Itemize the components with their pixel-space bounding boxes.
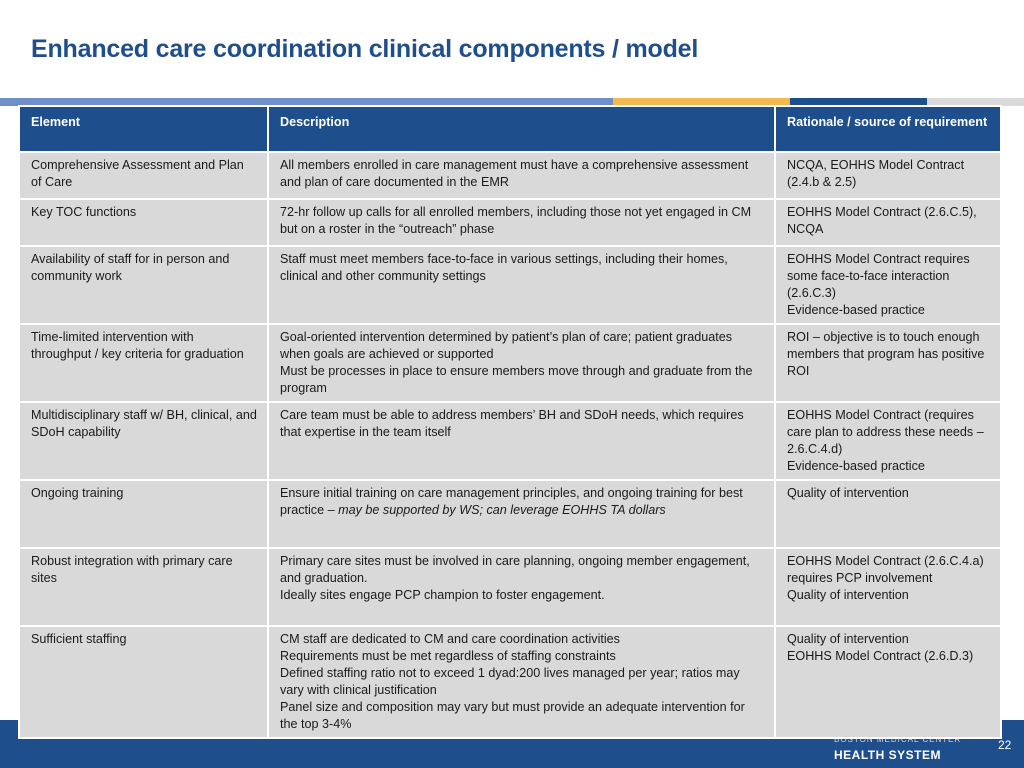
cell-description: All members enrolled in care management … — [267, 151, 776, 200]
cell-element: Multidisciplinary staff w/ BH, clinical,… — [18, 401, 269, 481]
description-line: Primary care sites must be involved in c… — [280, 554, 750, 585]
table-row: Comprehensive Assessment and Plan of Car… — [18, 151, 1002, 200]
rationale-line: EOHHS Model Contract (2.6.C.5), NCQA — [787, 205, 977, 236]
description-line: Ideally sites engage PCP champion to fos… — [280, 588, 605, 602]
rationale-line: EOHHS Model Contract requires some face-… — [787, 252, 970, 300]
header-rationale: Rationale / source of requirement — [774, 105, 1002, 153]
table-row: Key TOC functions 72-hr follow up calls … — [18, 198, 1002, 247]
logo-tagline: BOSTON MEDICAL CENTER — [834, 735, 962, 743]
accent-bar-gold — [613, 98, 790, 106]
cell-rationale: EOHHS Model Contract (2.6.C.5), NCQA — [774, 198, 1002, 247]
cell-description: Ensure initial training on care manageme… — [267, 479, 776, 549]
cell-rationale: Quality of intervention — [774, 479, 1002, 549]
logo-name: HEALTH SYSTEM — [834, 748, 941, 762]
header-description: Description — [267, 105, 776, 153]
rationale-line: EOHHS Model Contract (2.6.C.4.a) require… — [787, 554, 984, 585]
cell-element: Availability of staff for in person and … — [18, 245, 269, 325]
table-row: Multidisciplinary staff w/ BH, clinical,… — [18, 401, 1002, 481]
cell-description: Staff must meet members face-to-face in … — [267, 245, 776, 325]
cell-description: Care team must be able to address member… — [267, 401, 776, 481]
description-line: All members enrolled in care management … — [280, 158, 749, 189]
accent-bar-blue — [0, 98, 613, 106]
rationale-line: Evidence-based practice — [787, 303, 925, 317]
description-line: Staff must meet members face-to-face in … — [280, 252, 728, 283]
description-line: Goal-oriented intervention determined by… — [280, 330, 733, 361]
components-table: Element Description Rationale / source o… — [18, 105, 1002, 739]
page-title: Enhanced care coordination clinical comp… — [31, 35, 699, 63]
cell-element: Key TOC functions — [18, 198, 269, 247]
rationale-line: NCQA, EOHHS Model Contract (2.4.b & 2.5) — [787, 158, 965, 189]
rationale-line: Quality of intervention — [787, 486, 909, 500]
table-header-row: Element Description Rationale / source o… — [18, 105, 1002, 153]
description-line: 72-hr follow up calls for all enrolled m… — [280, 205, 752, 236]
cell-element: Time-limited intervention with throughpu… — [18, 323, 269, 403]
header-element: Element — [18, 105, 269, 153]
cell-element: Robust integration with primary care sit… — [18, 547, 269, 627]
cell-description: Goal-oriented intervention determined by… — [267, 323, 776, 403]
table-row: Robust integration with primary care sit… — [18, 547, 1002, 627]
rationale-line: Quality of intervention — [787, 588, 909, 602]
description-line: Care team must be able to address member… — [280, 408, 744, 439]
rationale-line: Quality of intervention — [787, 632, 909, 646]
description-line: CM staff are dedicated to CM and care co… — [280, 632, 620, 646]
description-text: Ensure initial training on care manageme… — [280, 486, 743, 517]
rationale-line: ROI – objective is to touch enough membe… — [787, 330, 985, 378]
page-number: 22 — [998, 738, 1012, 752]
cell-rationale: ROI – objective is to touch enough membe… — [774, 323, 1002, 403]
cell-description: CM staff are dedicated to CM and care co… — [267, 625, 776, 739]
cell-rationale: Quality of intervention EOHHS Model Cont… — [774, 625, 1002, 739]
cell-rationale: EOHHS Model Contract (requires care plan… — [774, 401, 1002, 481]
cell-element: Ongoing training — [18, 479, 269, 549]
cell-element: Comprehensive Assessment and Plan of Car… — [18, 151, 269, 200]
table-row: Ongoing training Ensure initial training… — [18, 479, 1002, 549]
description-line: Requirements must be met regardless of s… — [280, 649, 616, 663]
cell-rationale: EOHHS Model Contract requires some face-… — [774, 245, 1002, 325]
rationale-line: Evidence-based practice — [787, 459, 925, 473]
rationale-line: EOHHS Model Contract (requires care plan… — [787, 408, 984, 456]
accent-bar-navy — [790, 98, 927, 106]
table-row: Availability of staff for in person and … — [18, 245, 1002, 325]
cell-element: Sufficient staffing — [18, 625, 269, 739]
description-line: Defined staffing ratio not to exceed 1 d… — [280, 666, 740, 697]
cell-rationale: EOHHS Model Contract (2.6.C.4.a) require… — [774, 547, 1002, 627]
rationale-line: EOHHS Model Contract (2.6.D.3) — [787, 649, 974, 663]
cell-rationale: NCQA, EOHHS Model Contract (2.4.b & 2.5) — [774, 151, 1002, 200]
description-line: Must be processes in place to ensure mem… — [280, 364, 753, 395]
cell-description: Primary care sites must be involved in c… — [267, 547, 776, 627]
cell-description: 72-hr follow up calls for all enrolled m… — [267, 198, 776, 247]
description-italic-note: may be supported by WS; can leverage EOH… — [338, 503, 666, 517]
table-row: Sufficient staffing CM staff are dedicat… — [18, 625, 1002, 739]
accent-bar-gray — [927, 98, 1024, 106]
table-row: Time-limited intervention with throughpu… — [18, 323, 1002, 403]
description-line: Panel size and composition may vary but … — [280, 700, 745, 731]
